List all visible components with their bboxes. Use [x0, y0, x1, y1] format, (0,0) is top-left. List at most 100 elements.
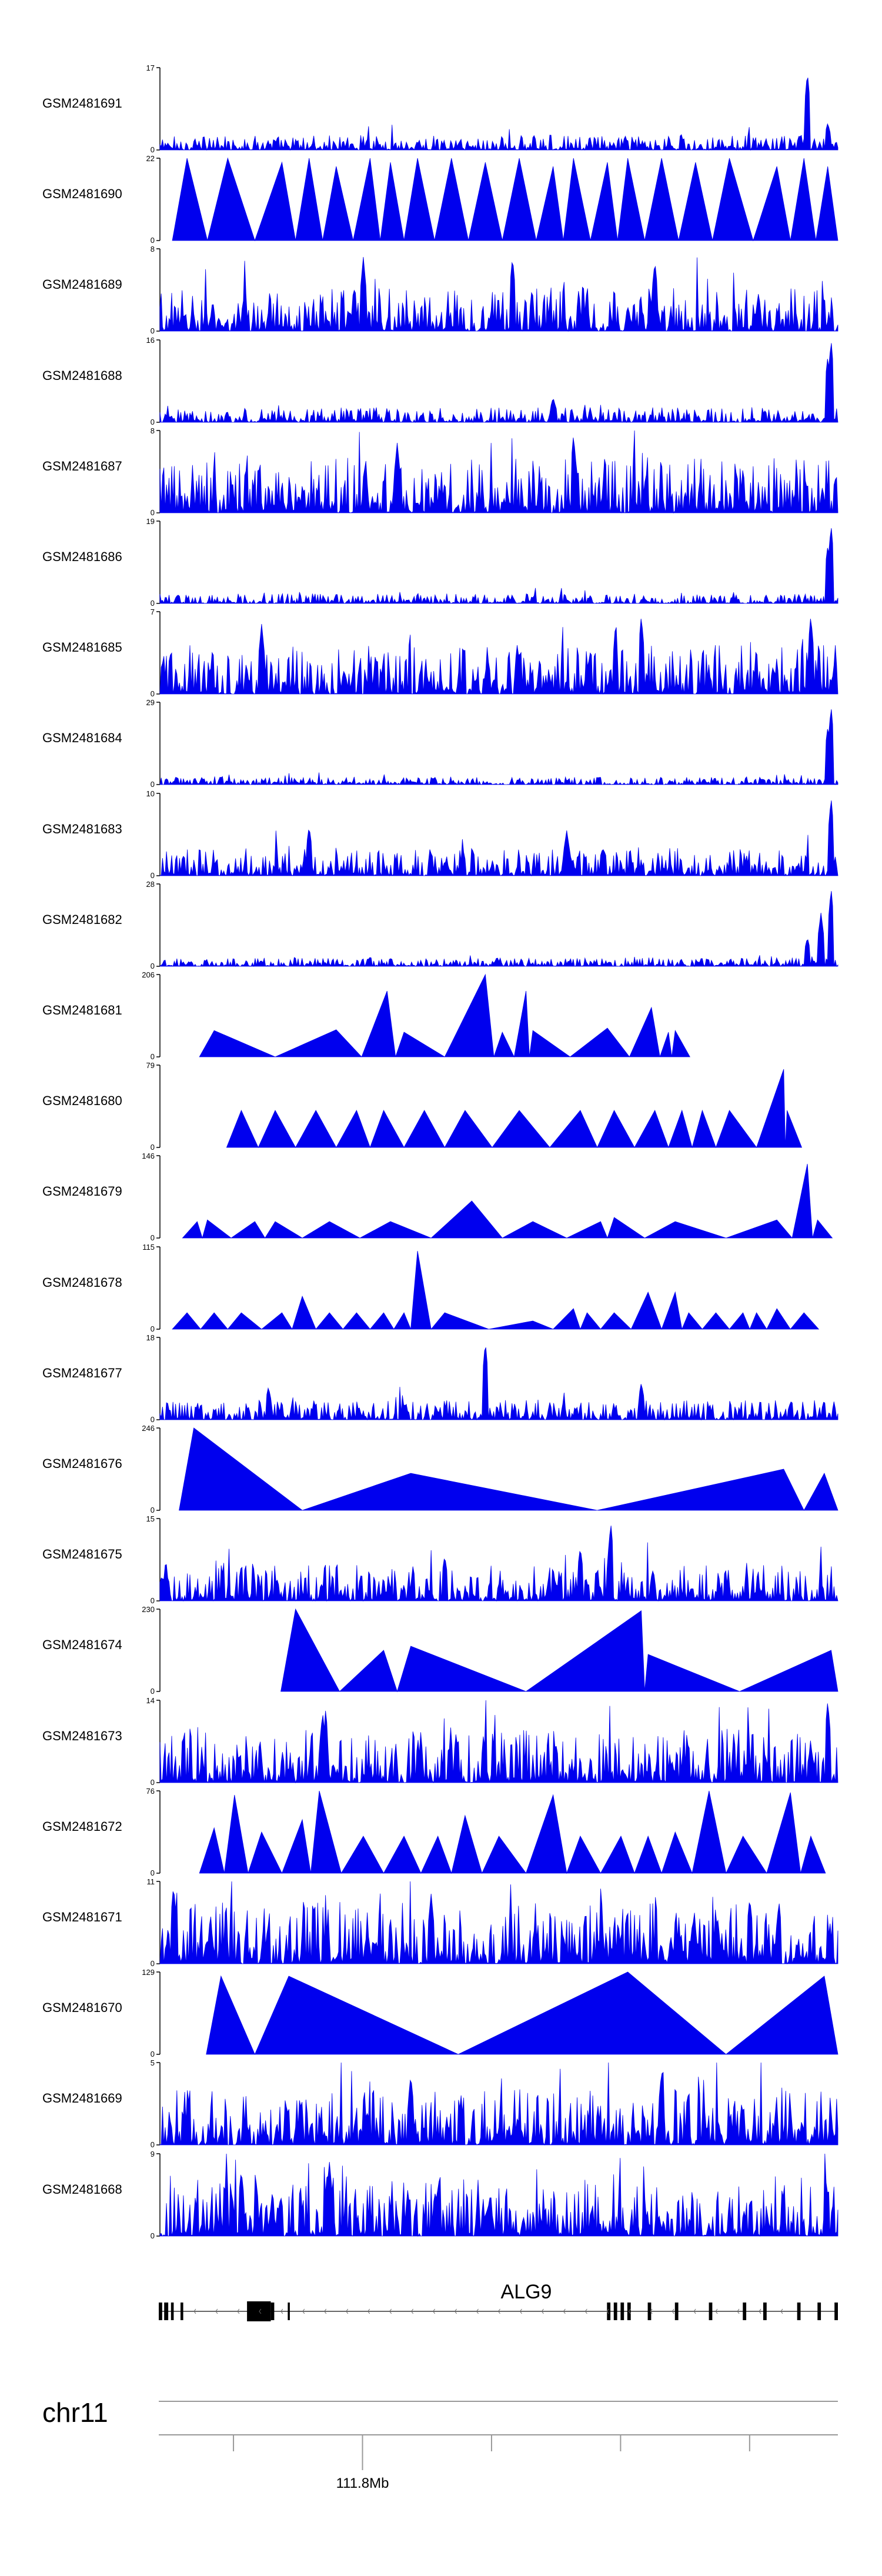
coverage-area: [159, 1526, 838, 1602]
gene-exon: [181, 2303, 183, 2320]
gene-strand-chevron: [715, 2308, 718, 2314]
track-label: GSM2481679: [42, 1184, 122, 1199]
y-tick-label-zero: 0: [151, 1143, 155, 1152]
track-label: GSM2481682: [42, 912, 122, 927]
y-tick-label-zero: 0: [151, 1687, 155, 1696]
track-GSM2481689: GSM2481689 8 0: [42, 245, 838, 335]
track-label: GSM2481681: [42, 1003, 122, 1017]
coverage-area: [159, 709, 838, 786]
coverage-area: [159, 2153, 838, 2237]
gene-strand-chevron: [368, 2308, 370, 2314]
gene-track: ALG9: [159, 2281, 838, 2321]
gene-strand-chevron: [519, 2308, 522, 2314]
y-tick-label-zero: 0: [151, 326, 155, 335]
track-label: GSM2481685: [42, 640, 122, 655]
track-label: GSM2481684: [42, 730, 122, 745]
gene-exon: [288, 2303, 290, 2320]
track-GSM2481682: GSM2481682 28 0: [42, 880, 838, 970]
y-tick-label-max: 115: [142, 1243, 155, 1252]
coverage-area: [172, 1250, 820, 1330]
y-tick-label-max: 28: [146, 880, 155, 889]
track-GSM2481691: GSM2481691 17 0: [42, 64, 838, 154]
track-GSM2481680: GSM2481680 79 0: [42, 1061, 803, 1152]
track-GSM2481686: GSM2481686 19 0: [42, 517, 838, 608]
coverage-area: [159, 800, 838, 877]
gene-exon: [763, 2303, 767, 2320]
track-panels: GSM2481691170GSM2481690220GSM248168980GS…: [42, 64, 838, 2240]
y-tick-label-zero: 0: [151, 1052, 155, 1061]
y-tick-label-max: 15: [146, 1514, 155, 1523]
gene-strand-chevron: [280, 2308, 283, 2314]
track-GSM2481681: GSM2481681 206 0: [42, 970, 690, 1061]
track-label: GSM2481687: [42, 459, 122, 473]
gene-strand-chevron: [759, 2308, 761, 2314]
gene-strand-chevron: [584, 2308, 587, 2314]
y-tick-label-max: 7: [151, 608, 155, 616]
gene-strand-chevron: [324, 2308, 327, 2314]
track-GSM2481687: GSM2481687 8 0: [42, 426, 838, 517]
track-label: GSM2481670: [42, 2000, 122, 2015]
y-tick-label-zero: 0: [151, 508, 155, 517]
coverage-area: [159, 891, 838, 967]
y-tick-label-zero: 0: [151, 1596, 155, 1605]
track-label: GSM2481668: [42, 2182, 122, 2197]
gene-strand-chevron: [389, 2308, 392, 2314]
gene-strand-chevron: [193, 2308, 196, 2314]
y-tick-label-zero: 0: [151, 689, 155, 698]
coverage-area: [226, 1069, 803, 1149]
track-label: GSM2481673: [42, 1729, 122, 1743]
coverage-area: [159, 430, 838, 514]
coverage-area: [159, 343, 838, 423]
track-GSM2481683: GSM2481683 10 0: [42, 789, 838, 880]
y-tick-label-max: 16: [146, 336, 155, 345]
chromosome-label: chr11: [42, 2397, 108, 2428]
track-GSM2481684: GSM2481684 29 0: [42, 698, 838, 789]
gene-exon: [607, 2303, 611, 2320]
track-GSM2481674: GSM2481674 230 0: [42, 1605, 838, 1696]
gene-exon: [743, 2303, 747, 2320]
track-GSM2481676: GSM2481676 246 0: [42, 1424, 838, 1514]
track-label: GSM2481686: [42, 549, 122, 564]
y-tick-label-max: 22: [146, 154, 155, 163]
coverage-area: [159, 78, 838, 151]
gene-exon: [164, 2303, 169, 2320]
coverage-area: [159, 1881, 838, 1965]
y-tick-label-max: 9: [151, 2150, 155, 2158]
gene-exon: [270, 2303, 275, 2320]
y-tick-label-max: 8: [151, 245, 155, 253]
gene-strand-chevron: [411, 2308, 414, 2314]
track-GSM2481670: GSM2481670 129 0: [42, 1968, 838, 2058]
y-tick-label-zero: 0: [151, 1233, 155, 1242]
y-tick-label-max: 29: [146, 698, 155, 707]
y-tick-label-max: 17: [146, 64, 155, 72]
track-label: GSM2481675: [42, 1547, 122, 1561]
y-tick-label-zero: 0: [151, 780, 155, 789]
y-tick-label-zero: 0: [151, 1506, 155, 1514]
y-tick-label-max: 8: [151, 426, 155, 435]
gene-strand-chevron: [650, 2308, 653, 2314]
gene-exons: [159, 2301, 838, 2321]
track-label: GSM2481676: [42, 1456, 122, 1471]
gene-exon: [613, 2303, 617, 2320]
y-tick-label-zero: 0: [151, 2231, 155, 2240]
gene-exon: [834, 2303, 838, 2320]
y-tick-label-zero: 0: [151, 1959, 155, 1968]
gene-strand-chevron: [454, 2308, 457, 2314]
y-tick-label-zero: 0: [151, 1868, 155, 1877]
gene-strand-chevron: [259, 2308, 262, 2314]
y-tick-label-max: 206: [142, 970, 155, 979]
coverage-area: [159, 1700, 838, 1784]
gene-exon: [674, 2303, 679, 2320]
y-tick-label-zero: 0: [151, 2050, 155, 2058]
y-tick-label-zero: 0: [151, 1415, 155, 1424]
track-GSM2481675: GSM2481675 15 0: [42, 1514, 838, 1605]
track-GSM2481668: GSM2481668 9 0: [42, 2150, 838, 2240]
track-GSM2481679: GSM2481679 146 0: [42, 1152, 833, 1242]
gene-strand-chevron: [432, 2308, 436, 2314]
gene-strand-chevron: [302, 2308, 305, 2314]
y-tick-label-max: 146: [142, 1152, 155, 1160]
y-tick-label-max: 11: [147, 1877, 155, 1886]
gene-exon: [171, 2303, 174, 2320]
gene-strand-chevron: [628, 2308, 631, 2314]
